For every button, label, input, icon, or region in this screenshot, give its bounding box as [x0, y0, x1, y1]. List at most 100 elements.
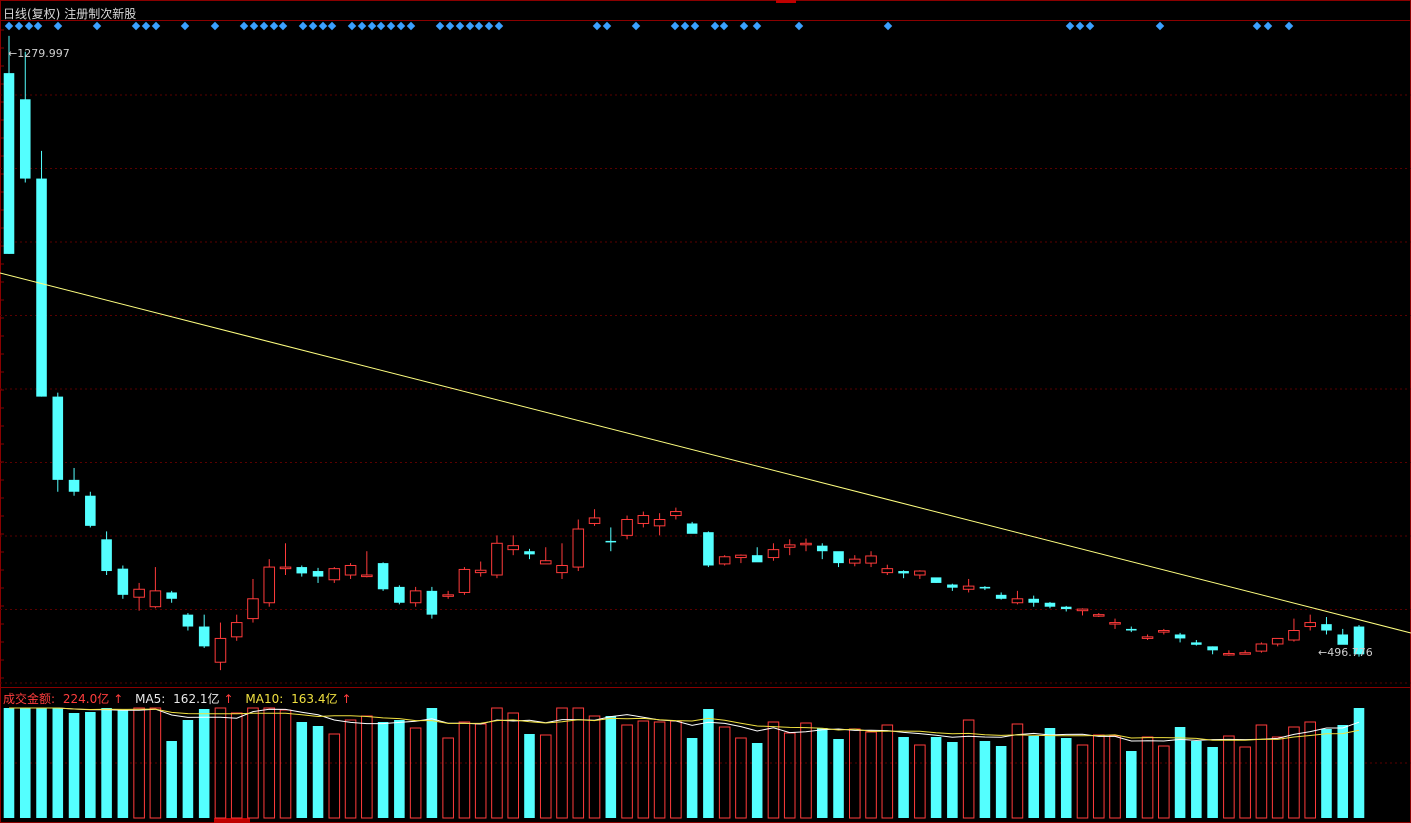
candle — [833, 551, 844, 568]
signal-marker-icon — [367, 21, 377, 31]
volume-bar — [312, 726, 324, 818]
signal-marker-icon — [376, 21, 386, 31]
candle — [524, 548, 535, 560]
signal-marker-icon — [249, 21, 259, 31]
candle — [1239, 650, 1251, 655]
candle — [166, 590, 177, 603]
volume-bar — [621, 724, 633, 819]
candle — [621, 515, 633, 540]
candle — [962, 578, 975, 593]
signal-marker-icon — [680, 21, 690, 31]
candle-body — [1239, 652, 1251, 655]
volume-bar — [637, 720, 650, 819]
volume-bar — [539, 734, 552, 819]
candle — [1288, 618, 1300, 642]
candle — [230, 614, 243, 641]
amount-readout: 成交金额: 224.0亿 ↑ — [3, 692, 124, 706]
volume-bar — [898, 737, 909, 818]
candle-body — [3, 73, 15, 254]
volume-bar — [101, 708, 112, 818]
volume-bar — [68, 713, 80, 818]
volume-bar — [52, 708, 64, 818]
volume-bar — [1191, 741, 1202, 818]
candle — [133, 582, 145, 611]
volume-bar — [588, 715, 601, 819]
signal-marker-icon — [4, 21, 14, 31]
candle — [68, 467, 80, 496]
volume-bar — [881, 724, 894, 819]
candle — [182, 613, 194, 631]
candle — [1337, 628, 1349, 645]
candle-body — [686, 523, 698, 534]
candle-body — [833, 551, 844, 564]
candle — [1255, 642, 1268, 653]
candle-body — [85, 495, 96, 526]
candle-body — [198, 626, 210, 647]
volume-bar — [1288, 726, 1300, 819]
candle-body — [979, 586, 991, 589]
volume-bar — [1028, 736, 1039, 818]
volume-bar — [1239, 746, 1251, 819]
volume-bar — [442, 737, 454, 819]
candle-body — [914, 570, 926, 576]
signal-marker-icon — [602, 21, 612, 31]
candle — [572, 519, 585, 572]
candle — [344, 563, 357, 579]
volume-bar — [85, 712, 96, 818]
candle — [149, 567, 162, 609]
signal-marker-icon — [406, 21, 416, 31]
candle-body — [149, 590, 162, 608]
volume-bar — [800, 722, 812, 819]
volume-bar — [670, 720, 682, 819]
volume-bar — [1207, 747, 1218, 818]
volume-bar — [1255, 724, 1268, 819]
volume-bar — [914, 744, 926, 819]
candle — [605, 527, 617, 552]
volume-bar — [605, 716, 617, 818]
volume-bar — [1321, 729, 1332, 818]
candle — [19, 51, 31, 183]
candle — [394, 585, 405, 605]
candle — [85, 491, 96, 528]
candle — [1223, 650, 1235, 656]
candle — [442, 590, 454, 599]
signal-marker-icon — [14, 21, 24, 31]
candle — [588, 509, 601, 526]
volume-bar — [1076, 744, 1089, 819]
signal-marker-icon — [141, 21, 151, 31]
ma5-readout: MA5: 162.1亿 ↑ — [135, 692, 234, 706]
candle — [539, 547, 552, 565]
candle-body — [588, 517, 601, 524]
candle — [1321, 617, 1332, 635]
candle — [1109, 618, 1121, 629]
signal-marker-icon — [347, 21, 357, 31]
candle-body — [1158, 630, 1170, 633]
candle — [914, 570, 926, 579]
candle-body — [328, 568, 341, 581]
candle-body — [735, 554, 747, 559]
candle — [653, 513, 666, 536]
candle — [36, 150, 47, 397]
candle — [556, 543, 568, 579]
signal-marker-icon — [1155, 21, 1165, 31]
candle-body — [1191, 642, 1202, 645]
volume-bar — [474, 723, 487, 819]
candle-body — [995, 594, 1007, 599]
candle-body — [865, 555, 877, 564]
candle-body — [230, 622, 243, 638]
volume-bar — [214, 707, 227, 819]
volume-legend: 成交金额: 224.0亿 ↑ MA5: 162.1亿 ↑ MA10: 163.4亿 ↑ — [3, 690, 360, 707]
candle — [361, 551, 373, 578]
candle-body — [1028, 598, 1039, 603]
volume-bar — [962, 719, 975, 819]
candle — [491, 535, 503, 579]
volume-bar — [1223, 735, 1235, 819]
volume-bar — [394, 720, 405, 818]
candle-body — [1207, 646, 1218, 651]
candle — [686, 521, 698, 534]
signal-marker-icon — [53, 21, 63, 31]
candle-body — [848, 558, 861, 564]
signal-marker-icon — [131, 21, 141, 31]
candle-body — [263, 566, 276, 604]
signal-marker-icon — [690, 21, 700, 31]
